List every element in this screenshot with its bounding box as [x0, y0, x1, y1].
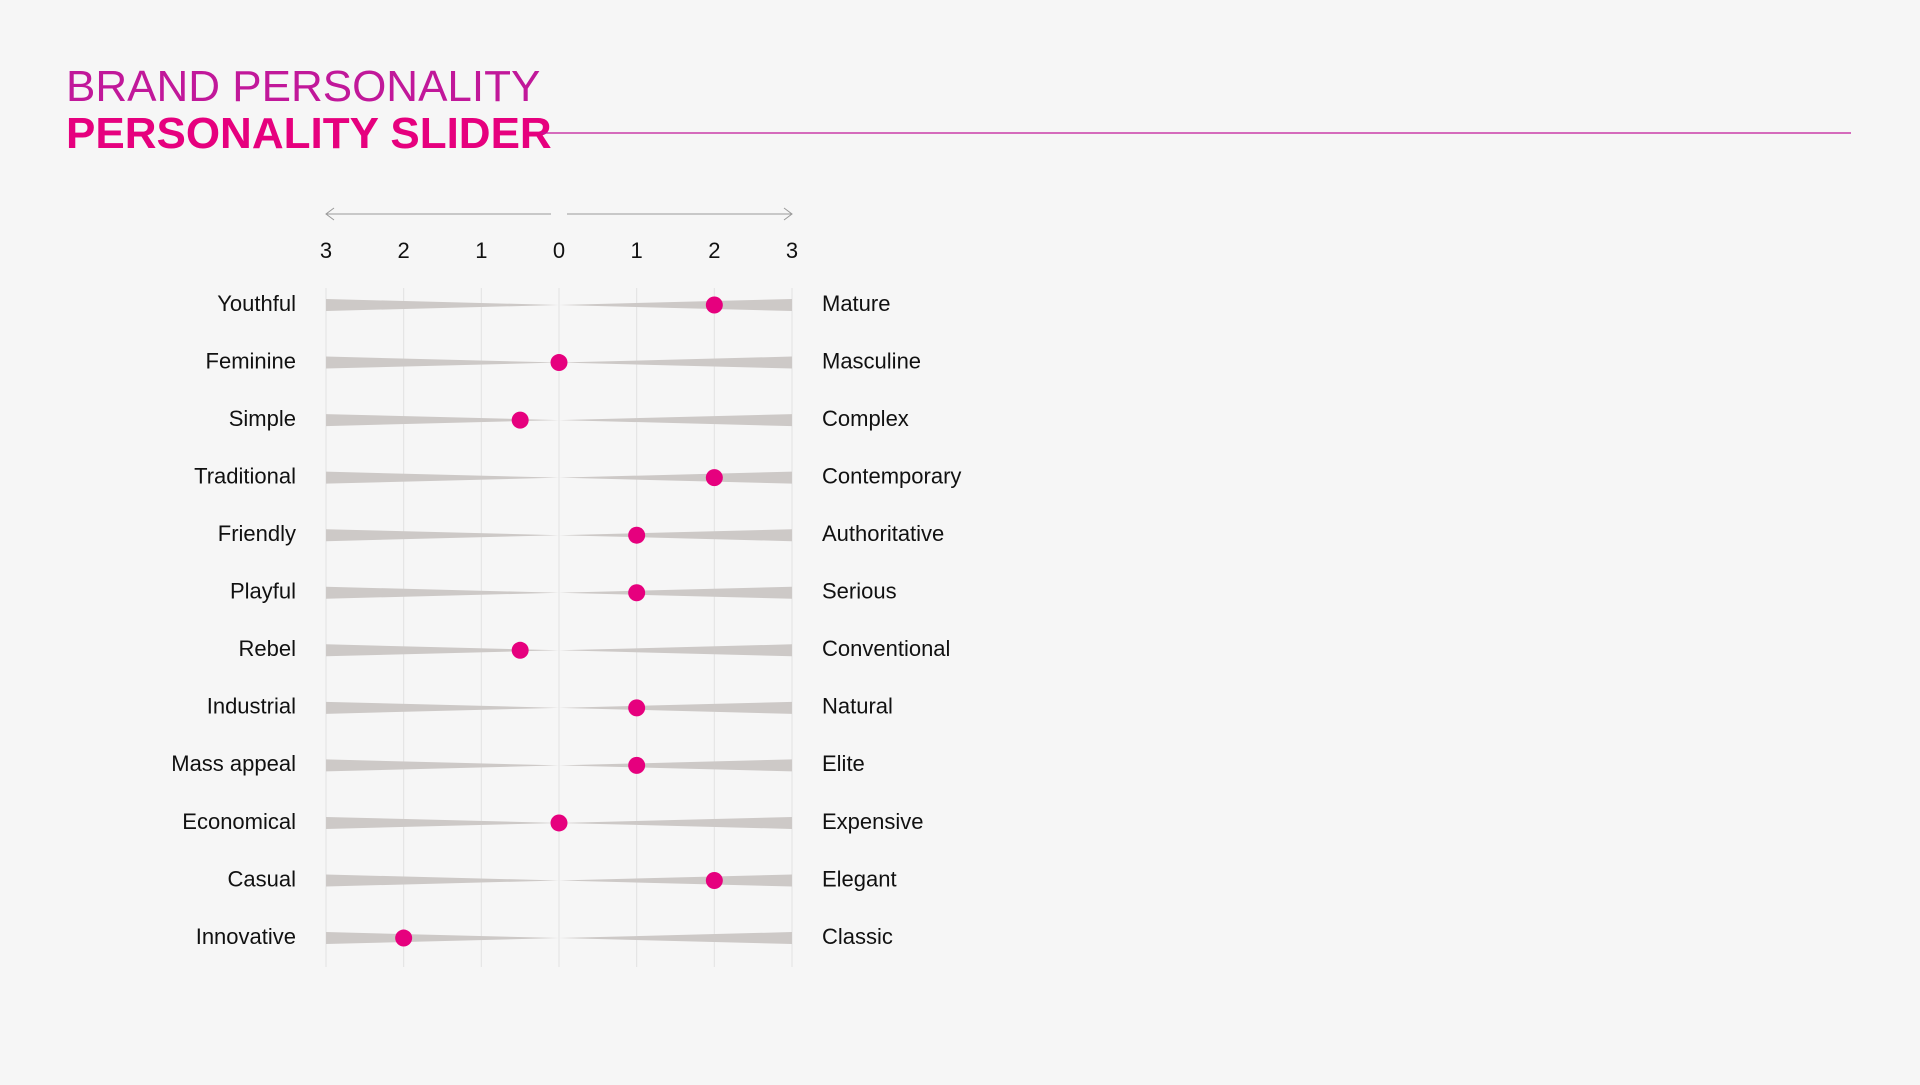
x-tick-label: 0 [553, 238, 565, 263]
track [326, 414, 559, 427]
track [326, 932, 559, 945]
track [326, 299, 559, 311]
right-label: Contemporary [822, 463, 961, 488]
track [559, 471, 792, 484]
track [559, 701, 792, 714]
slider-dot [628, 526, 646, 544]
chart-title: BRAND PERSONALITY [66, 62, 540, 111]
track [559, 529, 792, 542]
track [559, 356, 792, 369]
slider-dot [705, 872, 723, 889]
track [326, 816, 559, 829]
left-label: Mass appeal [171, 751, 296, 776]
slider-dot [550, 814, 568, 832]
right-label: Serious [822, 579, 897, 604]
left-label: Playful [230, 579, 296, 604]
left-label: Innovative [196, 924, 296, 949]
slider-dot [511, 411, 529, 429]
slider-dot [550, 354, 568, 372]
track [559, 759, 792, 772]
x-tick-label: 2 [398, 238, 410, 263]
track [559, 644, 792, 657]
track [326, 644, 559, 657]
slider-dot [511, 641, 529, 659]
slider-dot [705, 469, 723, 487]
right-label: Elegant [822, 866, 897, 891]
left-label: Feminine [206, 348, 296, 373]
left-label: Rebel [239, 636, 296, 661]
x-tick-label: 1 [475, 238, 487, 263]
right-label: Complex [822, 406, 909, 431]
track [326, 529, 559, 542]
track [559, 414, 792, 427]
track [326, 356, 559, 369]
track [326, 874, 559, 887]
track [559, 874, 792, 887]
left-label: Casual [228, 866, 296, 891]
left-label: Simple [229, 406, 296, 431]
x-tick-label: 3 [320, 238, 332, 263]
track [559, 816, 792, 829]
x-tick-label: 2 [708, 238, 720, 263]
slider-dot [705, 296, 723, 314]
right-label: Classic [822, 924, 893, 949]
slider-dot [628, 756, 646, 774]
left-label: Friendly [218, 521, 296, 546]
left-label: Industrial [207, 694, 296, 719]
direction-arrows [325, 207, 793, 221]
track [559, 932, 792, 945]
left-label: Traditional [194, 463, 296, 488]
chart-subtitle: PERSONALITY SLIDER [66, 109, 552, 158]
track [559, 586, 792, 599]
left-label: Youthful [217, 291, 296, 316]
left-label: Economical [182, 809, 296, 834]
x-tick-label: 3 [786, 238, 798, 263]
right-label: Authoritative [822, 521, 944, 546]
right-label: Conventional [822, 636, 950, 661]
right-label: Elite [822, 751, 865, 776]
x-tick-label: 1 [631, 238, 643, 263]
slider-dot [395, 929, 413, 947]
right-label: Natural [822, 694, 893, 719]
slider-dot [628, 584, 646, 602]
right-label: Expensive [822, 809, 924, 834]
track [326, 471, 559, 484]
track [326, 701, 559, 714]
slider-dot [628, 699, 646, 717]
track [326, 759, 559, 772]
right-label: Masculine [822, 348, 921, 373]
track [326, 586, 559, 599]
right-label: Mature [822, 291, 890, 316]
track [559, 299, 792, 311]
